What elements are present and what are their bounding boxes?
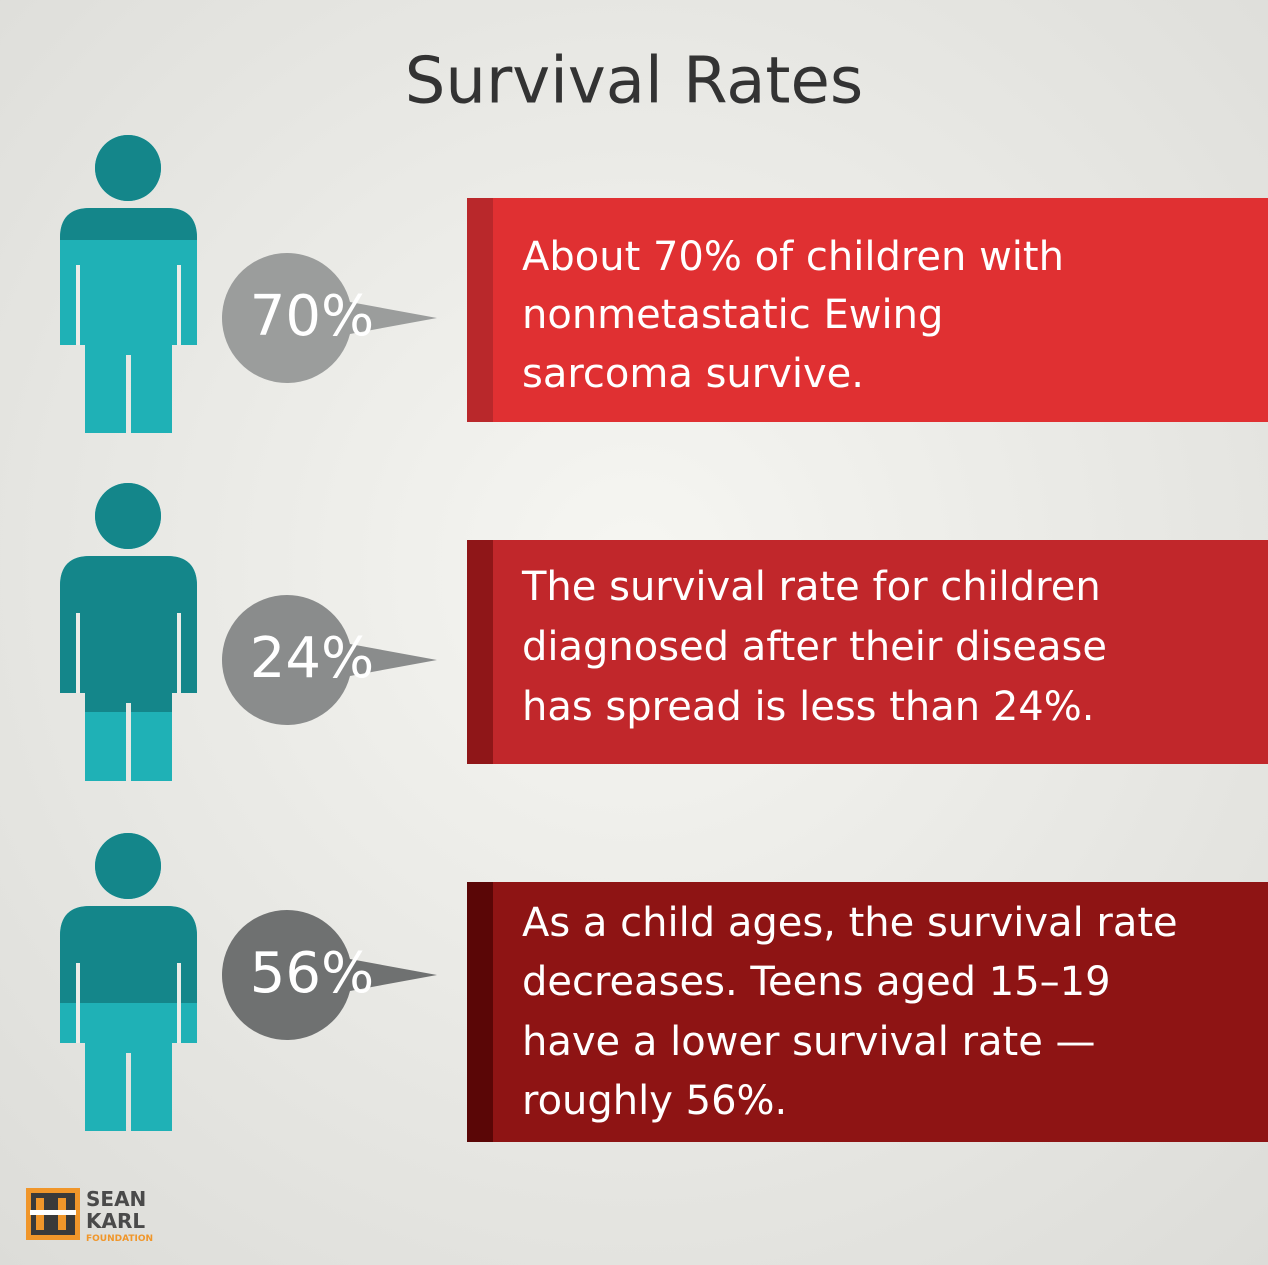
box-strip <box>467 882 493 1142</box>
box-strip <box>467 540 493 764</box>
logo-text: SEAN <box>86 1187 146 1211</box>
percent-badge <box>222 253 437 384</box>
box-line: About 70% of children with <box>522 234 1064 280</box>
text-box <box>467 198 1268 422</box>
text-box <box>467 882 1268 1142</box>
box-line: decreases. Teens aged 15–19 <box>522 959 1111 1005</box>
logo: SEAN KARL FOUNDATION <box>26 1187 153 1244</box>
percent-badge <box>222 910 437 1040</box>
percent: 24% <box>250 626 374 691</box>
box-strip <box>467 198 493 422</box>
percent: 70% <box>250 284 374 349</box>
box-line: roughly 56%. <box>522 1078 787 1124</box>
percent: 56% <box>250 941 374 1006</box>
box-line: sarcoma survive. <box>522 351 864 397</box>
percent-badge <box>222 595 437 725</box>
box-line: has spread is less than 24%. <box>522 684 1094 730</box>
logo-text: FOUNDATION <box>86 1234 153 1244</box>
box-line: As a child ages, the survival rate <box>522 900 1178 946</box>
box-line: nonmetastatic Ewing <box>522 292 943 338</box>
box-line: have a lower survival rate — <box>522 1019 1096 1065</box>
title: Survival Rates <box>405 45 863 119</box>
text-box <box>467 540 1268 764</box>
box-line: diagnosed after their disease <box>522 624 1107 670</box>
box-line: The survival rate for children <box>521 564 1101 610</box>
logo-text: KARL <box>86 1209 145 1233</box>
